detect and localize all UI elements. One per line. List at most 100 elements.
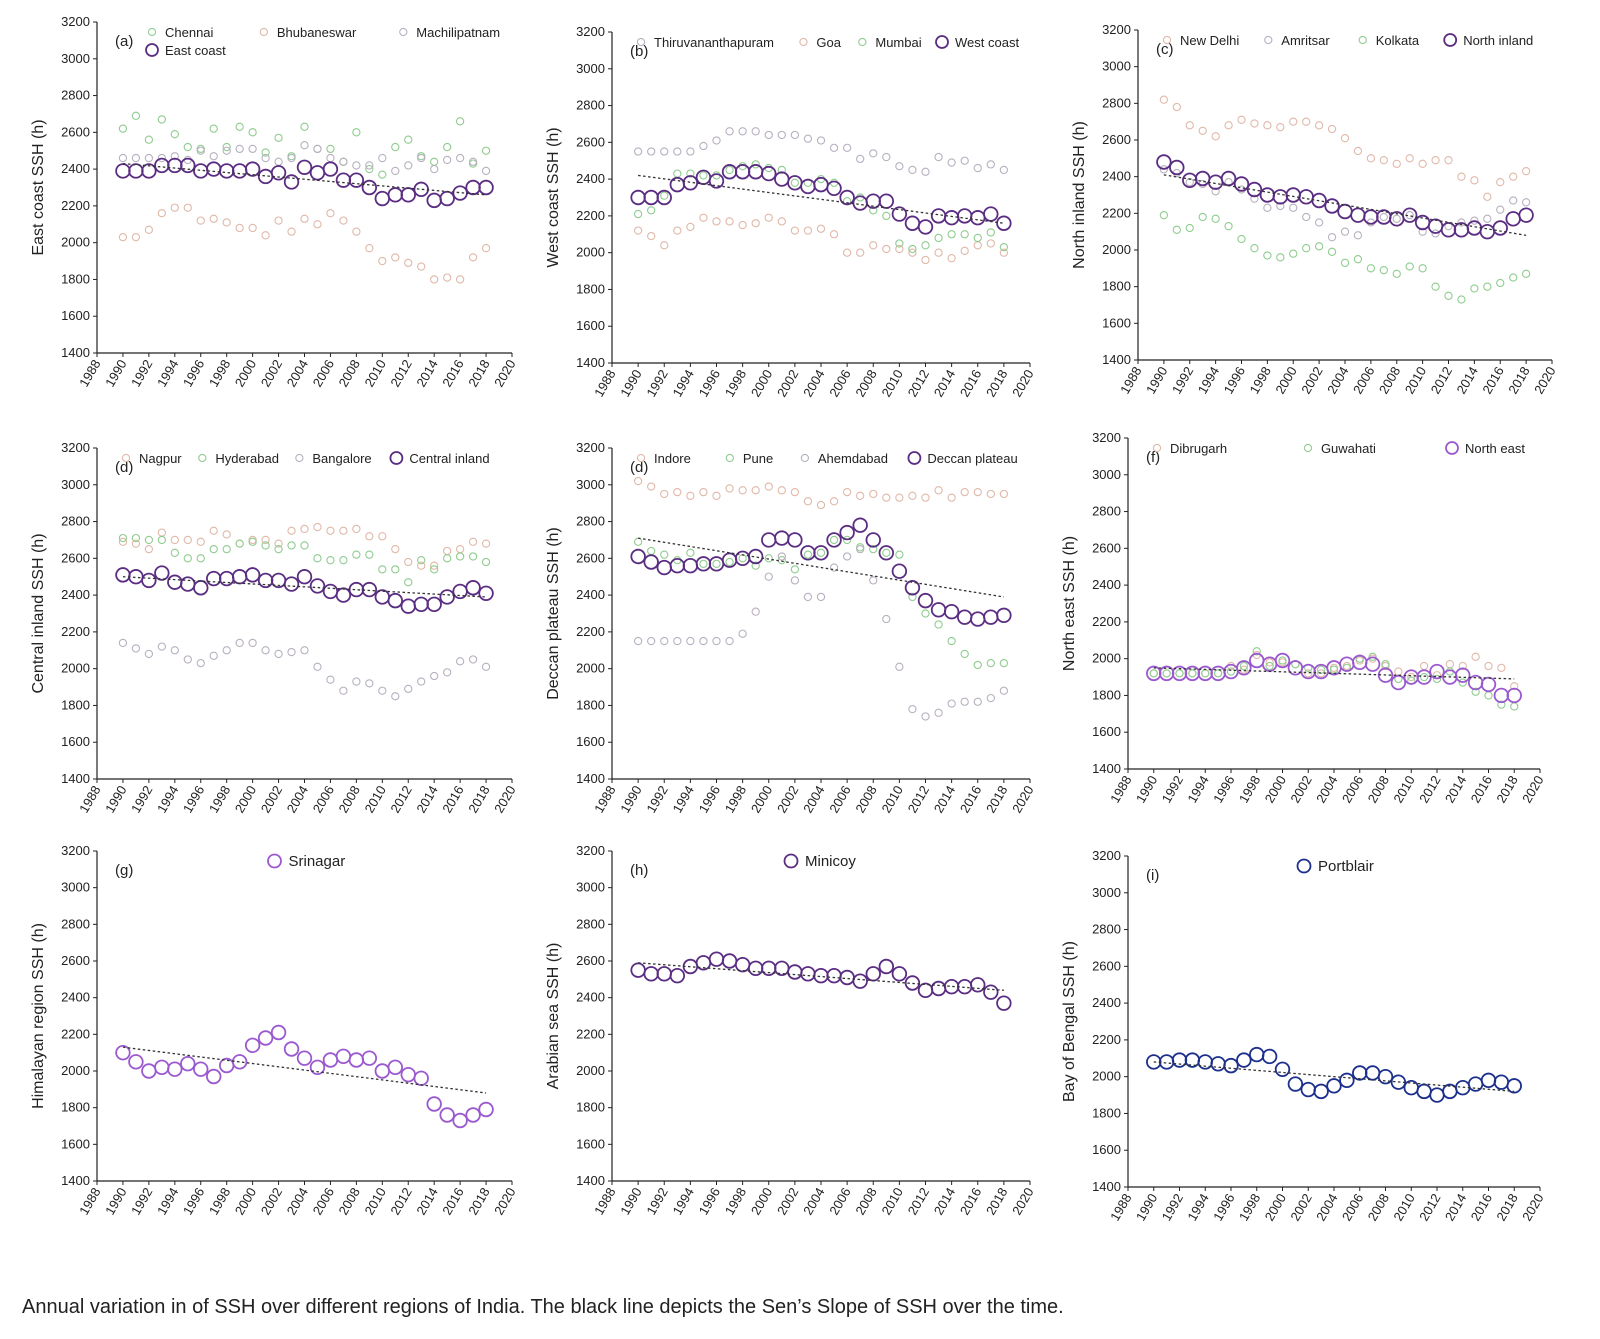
chart-c: 1400 1600 1800 2000 2200 2400 2600 2800 3000 3200… (1071, 22, 1559, 397)
x-tick-label: 2006 (310, 1185, 337, 1218)
data-point (673, 169, 682, 178)
legend-label: Hyderabad (215, 451, 279, 466)
x-tick-label: 2004 (800, 367, 827, 400)
legend-marker (858, 37, 867, 47)
data-point (235, 122, 244, 131)
chart-h: 1400 1600 1800 2000 2200 2400 2600 2800 3000 3200… (545, 843, 1037, 1218)
data-point (465, 179, 481, 196)
data-point (1250, 244, 1259, 253)
x-tick-label: 2002 (774, 783, 801, 816)
data-point (842, 143, 852, 152)
y-tick-label: 1800 (1102, 279, 1131, 294)
data-point (1418, 159, 1427, 168)
data-point (943, 978, 960, 995)
x-tick-label: 2014 (1442, 1191, 1469, 1224)
data-point (1223, 1057, 1239, 1074)
y-tick-label: 3200 (1102, 22, 1131, 37)
x-tick-label: 2004 (800, 1185, 827, 1218)
data-point (365, 532, 374, 541)
data-point (1403, 1079, 1419, 1096)
data-point (455, 552, 465, 561)
legend-label: Chennai (165, 25, 214, 40)
y-tick-label: 3200 (576, 24, 605, 39)
data-point (869, 241, 878, 250)
y-tick-label: 3000 (1102, 59, 1131, 74)
data-point (361, 179, 378, 196)
x-tick-label: 2020 (1009, 367, 1036, 400)
x-tick-label: 1994 (1184, 1191, 1211, 1224)
x-tick-label: 2002 (1287, 1191, 1314, 1224)
legend-marker (1264, 35, 1273, 45)
data-point (643, 189, 659, 206)
data-point (660, 489, 669, 499)
y-tick-label: 3000 (1092, 467, 1121, 482)
data-point (647, 147, 656, 156)
data-point (1265, 661, 1274, 671)
data-point (287, 526, 296, 535)
y-tick-label: 1400 (61, 345, 90, 360)
chart-g: 1400 1600 1800 2000 2200 2400 2600 2800 3000 3200… (30, 843, 519, 1218)
x-tick-label: 2014 (931, 1185, 958, 1218)
x-tick-label: 2006 (826, 1185, 853, 1218)
trend-line (122, 576, 487, 598)
data-point (826, 532, 842, 548)
data-point (1467, 1076, 1484, 1092)
data-point (128, 1054, 144, 1070)
y-tick-label: 2400 (61, 161, 90, 176)
data-point (656, 966, 672, 982)
x-tick-label: 2012 (905, 367, 932, 400)
y-tick-label: 1400 (61, 771, 90, 786)
y-tick-label: 2200 (576, 1026, 605, 1041)
legend-marker (259, 27, 268, 37)
data-point (934, 708, 943, 717)
x-tick-label: 2002 (258, 357, 285, 390)
legend-label: Goa (816, 35, 841, 50)
data-point (1223, 663, 1239, 680)
data-point (1401, 207, 1418, 223)
legend-label: Bhubaneswar (277, 25, 357, 40)
legend-label: Nagpur (139, 451, 182, 466)
data-point (443, 142, 452, 152)
data-point (882, 152, 891, 162)
x-tick-label: 2020 (1519, 773, 1546, 806)
x-tick-label: 1992 (128, 1185, 155, 1218)
data-point (326, 209, 335, 218)
data-point (1431, 282, 1440, 291)
data-point (348, 581, 365, 598)
data-point (973, 163, 982, 173)
data-point (1261, 1048, 1278, 1065)
data-point (829, 535, 839, 545)
series-new-delhi (1159, 95, 1531, 201)
data-point (131, 111, 141, 120)
data-point (1237, 115, 1246, 124)
x-tick-label: 1992 (643, 367, 670, 400)
data-point (983, 984, 999, 1000)
data-point (131, 539, 141, 548)
trend-line (122, 162, 487, 196)
data-point (1149, 669, 1158, 678)
data-point (1340, 227, 1350, 236)
y-tick-label: 2000 (576, 661, 605, 676)
data-point (365, 244, 374, 253)
x-tick-label: 1992 (643, 1185, 670, 1218)
data-point (300, 214, 309, 223)
data-point (481, 539, 491, 548)
data-point (339, 686, 348, 695)
data-point (921, 493, 930, 502)
data-point (1226, 667, 1236, 676)
data-point (764, 554, 773, 563)
data-point (1313, 663, 1329, 680)
x-tick-label: 2008 (852, 783, 879, 816)
data-point (1172, 225, 1181, 234)
data-point (1175, 669, 1184, 678)
legend-label: Amritsar (1281, 33, 1330, 48)
x-tick-label: 2000 (748, 367, 775, 400)
data-point (465, 1107, 481, 1123)
data-point (326, 675, 335, 684)
data-point (695, 169, 712, 185)
data-point (947, 158, 956, 167)
data-point (167, 574, 183, 590)
data-point (183, 203, 192, 212)
data-point (443, 273, 452, 282)
data-point (986, 489, 995, 499)
